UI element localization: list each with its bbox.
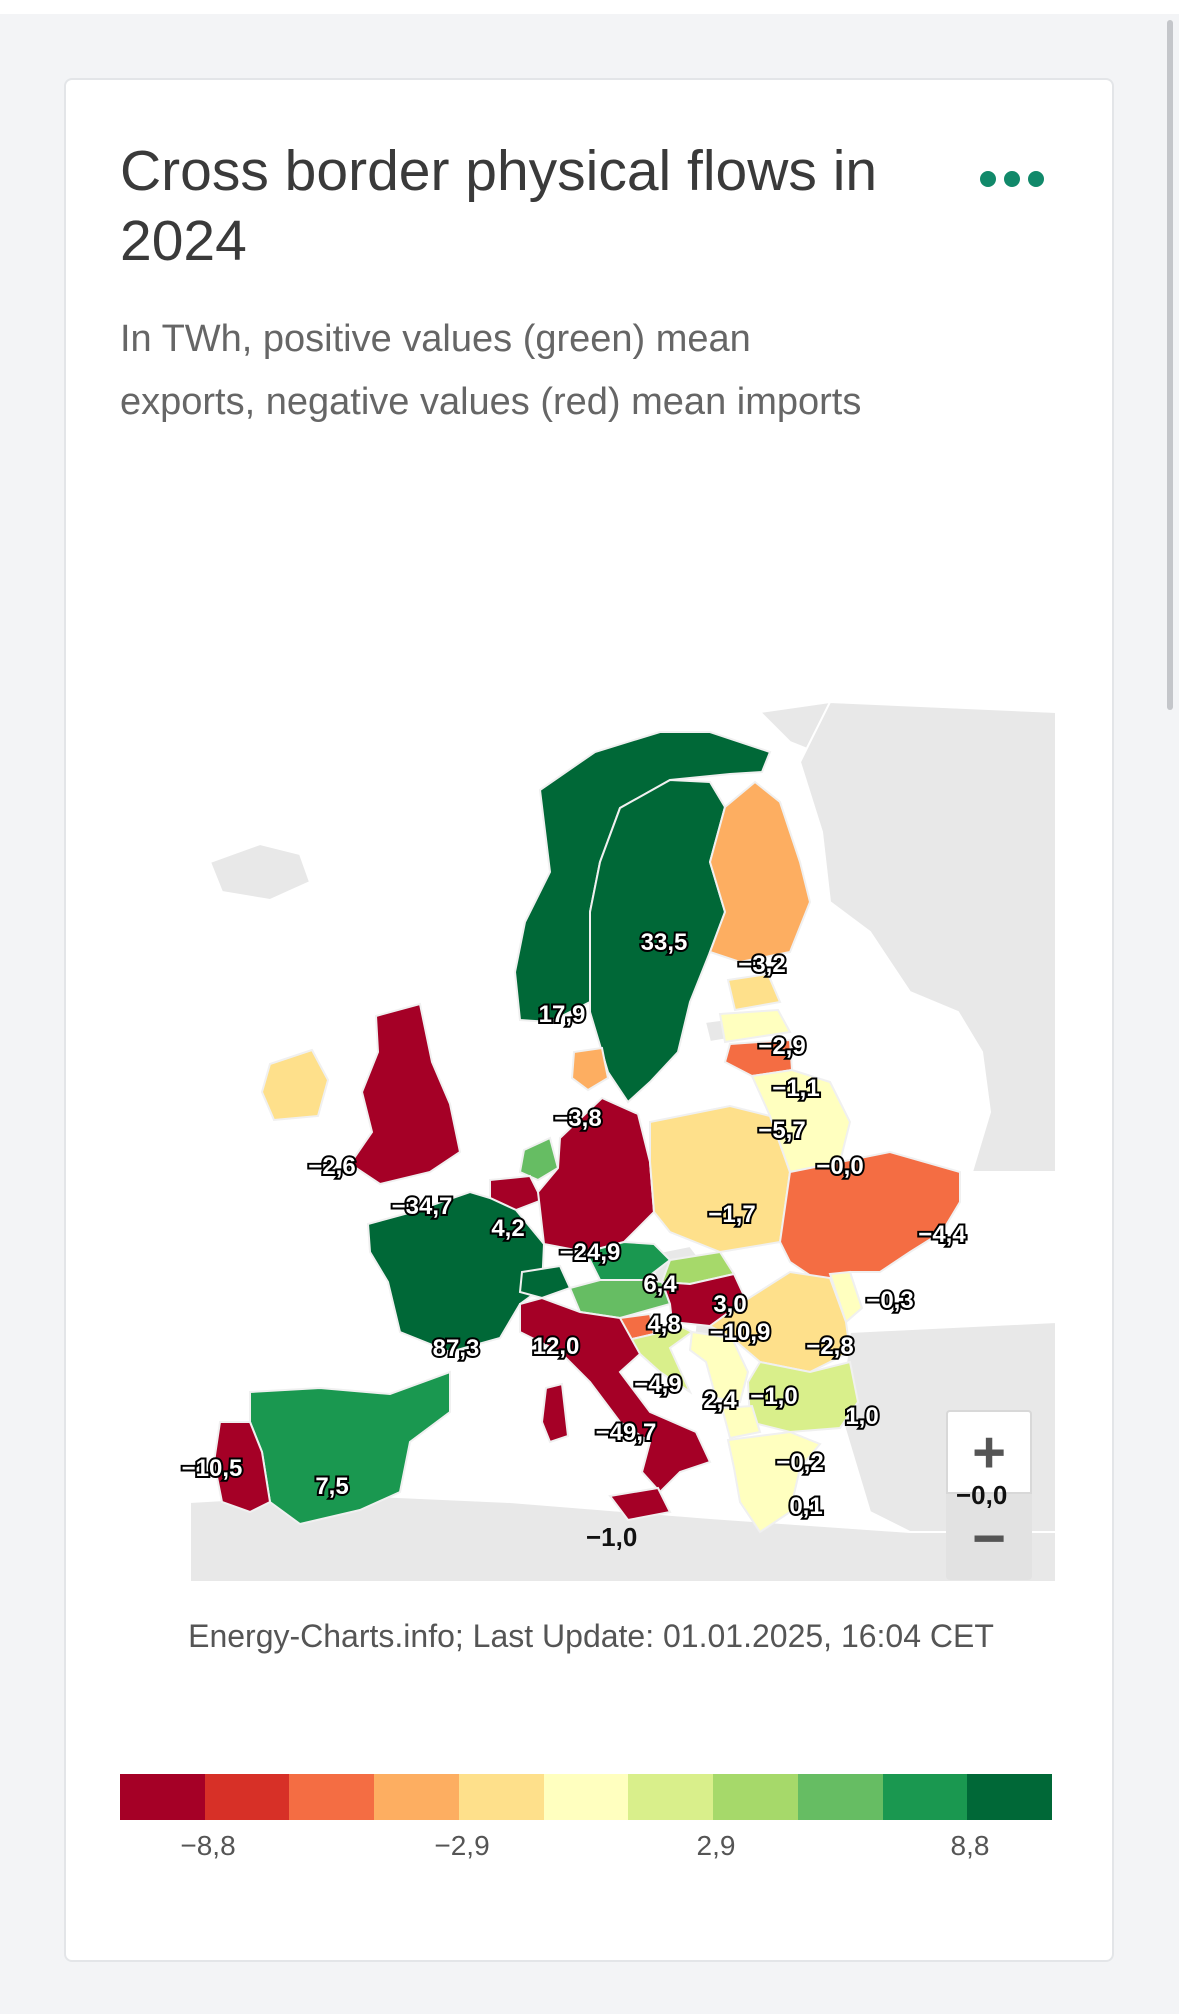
legend-tick-4: 8,8 <box>950 1830 990 1861</box>
russia-shape <box>798 700 1056 1173</box>
country-sardinia <box>540 1382 570 1444</box>
iceland-shape <box>208 842 312 902</box>
countries <box>212 731 961 1534</box>
country-italy <box>519 1296 712 1494</box>
country-serbia <box>688 1330 750 1404</box>
label-czechia: 6,4 <box>643 1271 677 1298</box>
europe-choropleth-map[interactable]: 17,9 33,5 −3,2 −2,9 −1,1 −5,7 −3,8 −2,6 … <box>150 632 1056 1582</box>
label-uk: −34,7 <box>392 1193 453 1220</box>
legend-swatch <box>967 1774 1053 1820</box>
chart-title: Cross border physical flows in 2024 <box>120 139 878 273</box>
legend-swatch <box>204 1774 290 1820</box>
label-greece: 0,1 <box>789 1493 822 1520</box>
zoom-out-button[interactable]: − <box>972 1505 1006 1571</box>
label-switzerland: 12,0 <box>533 1333 580 1360</box>
page-scrollbar[interactable] <box>1167 20 1173 710</box>
country-sweden <box>589 778 727 1104</box>
country-netherlands <box>518 1136 560 1182</box>
label-austria: 4,8 <box>647 1311 680 1338</box>
browser-top-bar <box>0 0 1179 14</box>
more-dots-icon[interactable] <box>980 164 1050 194</box>
country-latvia <box>718 1008 792 1044</box>
legend-tick-2: −2,9 <box>434 1830 490 1861</box>
label-croatia: 2,4 <box>703 1387 737 1414</box>
source-note: Energy-Charts.info; Last Update: 01.01.2… <box>188 1618 994 1654</box>
country-switzerland <box>518 1264 572 1300</box>
country-greece <box>726 1430 822 1534</box>
label-portugal: −10,5 <box>182 1455 243 1482</box>
label-ireland: −2,6 <box>308 1153 355 1180</box>
label-norway: 17,9 <box>539 1001 586 1028</box>
country-denmark <box>570 1046 610 1092</box>
label-italy: −49,7 <box>596 1419 657 1446</box>
legend-tick-1: −8,8 <box>180 1830 236 1861</box>
label-lithuania: −5,7 <box>758 1117 805 1144</box>
label-france: 87,3 <box>433 1335 480 1362</box>
zoom-in-button[interactable]: + <box>946 1410 1032 1494</box>
label-estonia: −2,9 <box>758 1033 805 1060</box>
label-poland: −1,7 <box>708 1201 755 1228</box>
legend-swatch <box>882 1774 968 1820</box>
label-spain: 7,5 <box>315 1473 348 1500</box>
label-germany: −24,9 <box>560 1239 621 1266</box>
value-labels: 17,9 33,5 −3,2 −2,9 −1,1 −5,7 −3,8 −2,6 … <box>180 927 969 1522</box>
color-legend <box>120 1774 1053 1820</box>
legend-tick-3: 2,9 <box>696 1830 736 1861</box>
country-estonia <box>726 972 782 1012</box>
country-belgium <box>489 1174 544 1212</box>
legend-swatch <box>543 1774 629 1820</box>
label-latvia: −1,1 <box>772 1075 819 1102</box>
country-north-macedonia <box>720 1404 762 1440</box>
label-belarus: −0,0 <box>816 1153 863 1180</box>
country-portugal <box>212 1421 272 1514</box>
label-slovenia: −4,9 <box>634 1371 681 1398</box>
zoom-control: + − <box>946 1410 1032 1580</box>
label-bulgaria: 1,0 <box>845 1403 878 1430</box>
label-slovakia: 3,0 <box>713 1291 746 1318</box>
label-sweden: 33,5 <box>641 929 688 956</box>
legend-swatch <box>713 1774 798 1820</box>
label-serbia: −1,0 <box>750 1383 797 1410</box>
legend-swatch <box>289 1774 375 1820</box>
legend-swatch <box>374 1774 459 1820</box>
country-ireland <box>260 1048 330 1122</box>
country-belarus <box>750 1068 852 1174</box>
label-moldova: −0,3 <box>866 1287 913 1314</box>
legend-swatch <box>120 1774 205 1820</box>
label-netherlands: 4,2 <box>491 1215 524 1242</box>
legend-swatch <box>458 1774 544 1820</box>
country-romania <box>708 1270 852 1374</box>
label-north-macedonia: −0,2 <box>776 1449 823 1476</box>
label-malta-standalone: −1,0 <box>586 1522 638 1552</box>
label-hungary: −10,9 <box>710 1319 771 1346</box>
country-croatia <box>626 1320 694 1395</box>
country-uk <box>348 1002 462 1186</box>
legend-swatch <box>797 1774 883 1820</box>
country-poland <box>649 1104 792 1254</box>
country-finland <box>708 780 812 964</box>
country-sicily <box>608 1486 672 1522</box>
chart-subtitle: In TWh, positive values (green) mean exp… <box>120 318 862 423</box>
country-ukraine <box>778 1150 961 1284</box>
label-ukraine: −4,4 <box>918 1221 966 1248</box>
label-finland: −3,2 <box>738 951 785 978</box>
label-romania: −2,8 <box>806 1333 853 1360</box>
legend-swatch <box>628 1774 714 1820</box>
label-turkey-standalone: −0,0 <box>956 1480 1008 1510</box>
chart-card: Cross border physical flows in 2024 In T… <box>64 78 1114 1962</box>
country-bulgaria <box>746 1360 860 1434</box>
label-denmark: −3,8 <box>554 1105 601 1132</box>
